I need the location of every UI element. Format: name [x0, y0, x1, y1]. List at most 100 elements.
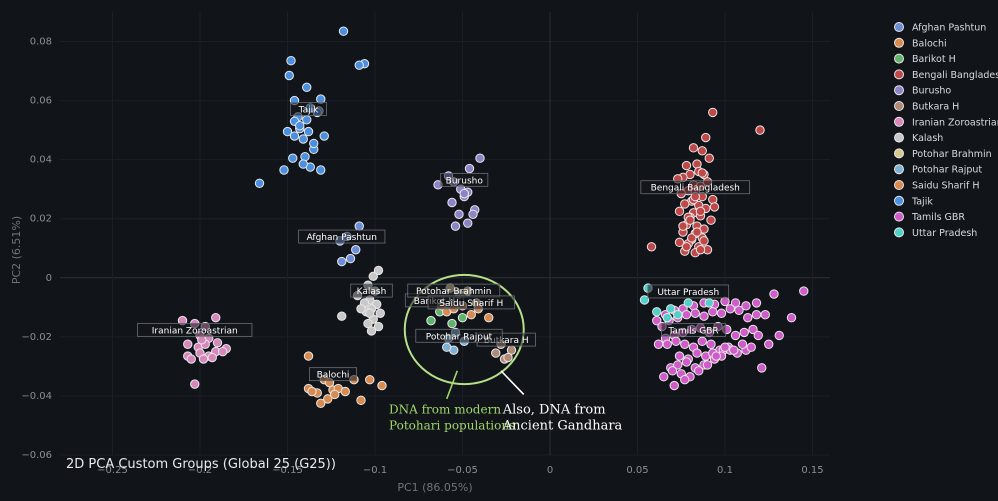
data-point [669, 380, 679, 391]
data-point [751, 298, 762, 308]
data-point [356, 304, 366, 314]
data-point [674, 237, 685, 248]
data-point [207, 352, 217, 363]
legend-label: Afghan Pashtun [912, 23, 986, 34]
legend-marker [894, 227, 904, 238]
legend-label: Butkara H [912, 102, 959, 113]
data-point [743, 312, 753, 323]
data-point [757, 363, 767, 373]
x-tick-labels: −0.25 −0.2 −0.15 −0.1 −0.05 0 0.05 0.1 0.15 [97, 465, 823, 476]
x-tick-label: −0.15 [272, 465, 303, 476]
data-point [286, 56, 296, 66]
y-tick-labels: −0.06 −0.04 −0.02 0 0.02 0.04 0.06 0.08 [21, 37, 52, 461]
data-point [491, 348, 501, 358]
x-tick-label: −0.25 [97, 465, 128, 476]
data-point [354, 221, 364, 231]
data-point [463, 218, 473, 228]
data-point [680, 199, 690, 209]
data-point [681, 357, 692, 367]
data-point [468, 209, 478, 220]
data-point [337, 311, 347, 321]
x-tick-label: 0.15 [801, 465, 823, 476]
data-point [345, 253, 356, 264]
group-label: Tamils GBR [667, 326, 718, 336]
data-point [254, 178, 265, 188]
group-label-box [647, 284, 730, 299]
data-point [319, 131, 329, 141]
data-point [373, 321, 384, 332]
y-tick-label: 0 [46, 273, 52, 284]
legend-label: Tamils GBR [911, 212, 965, 223]
data-point [363, 318, 373, 329]
data-point [671, 336, 681, 346]
data-point [475, 153, 485, 163]
group-label: Bengali Bangladesh [651, 184, 740, 194]
annotations: DNA from modern Potohari populationsAlso,… [389, 273, 623, 434]
data-point [667, 366, 678, 376]
data-point [683, 298, 693, 308]
group-label-box [350, 283, 393, 298]
data-point [674, 351, 685, 361]
data-point [337, 256, 347, 267]
data-point [365, 374, 375, 385]
data-point [295, 121, 305, 131]
legend[interactable]: Afghan Pashtun Balochi Barikot H Bengali Ba… [894, 22, 998, 239]
data-point [659, 372, 669, 382]
x-tick-label: −0.2 [188, 465, 212, 476]
legend-marker [894, 37, 904, 48]
data-point [697, 146, 707, 156]
data-point [720, 342, 730, 352]
x-tick-label: 0 [547, 465, 553, 476]
data-point [680, 339, 690, 349]
data-point [699, 236, 709, 246]
annotation-arrow [446, 370, 458, 400]
data-point [681, 310, 692, 320]
legend-marker [894, 69, 904, 80]
x-axis-title: PC1 (86.05%) [397, 481, 472, 494]
highlight-ellipse [403, 273, 525, 386]
group-label: Burusho [446, 176, 484, 186]
group-label: Potohar Brahmin [416, 287, 492, 297]
data-point [282, 126, 293, 137]
annotation-arrow [500, 370, 525, 396]
legend-label: Uttar Pradesh [912, 228, 977, 239]
data-point [725, 304, 735, 314]
data-point [316, 398, 326, 409]
data-point [729, 345, 739, 355]
data-point [197, 335, 207, 345]
legend-label: Iranian Zoroastrian [912, 117, 998, 128]
group-label: Kalash [357, 287, 387, 297]
data-point [708, 107, 718, 118]
group-label-box [440, 172, 489, 187]
data-point [706, 339, 716, 349]
data-point [711, 351, 721, 361]
data-point [695, 245, 706, 255]
data-point [198, 354, 209, 364]
legend-marker [894, 101, 904, 111]
data-point [464, 163, 475, 174]
x-tick-label: 0.1 [717, 465, 733, 476]
legend-label: Balochi [912, 38, 947, 49]
data-point [211, 312, 221, 323]
data-point [377, 380, 387, 391]
data-point [702, 360, 713, 370]
data-point [704, 298, 714, 308]
data-point [746, 342, 756, 352]
y-tick-label: −0.02 [21, 332, 52, 343]
data-point [212, 338, 223, 348]
group-label-box [137, 322, 253, 337]
group-label: Iranian Zoroastrian [152, 326, 238, 336]
data-point [190, 379, 200, 389]
data-point [303, 351, 314, 361]
data-point [457, 312, 468, 323]
data-point [697, 168, 707, 178]
data-point [426, 315, 436, 326]
annotation-text: DNA from modern [389, 403, 501, 417]
group-label-box [427, 295, 515, 310]
legend-marker [894, 53, 904, 64]
data-point [755, 125, 765, 135]
data-point [786, 312, 797, 323]
data-point [447, 318, 457, 329]
